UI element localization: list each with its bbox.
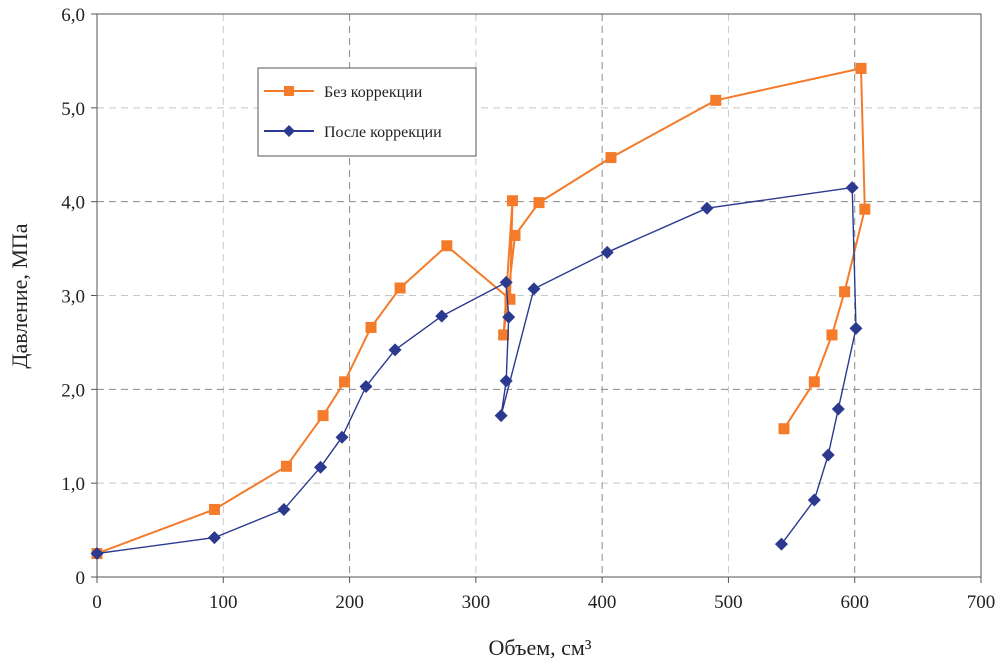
series-2-point [90,547,104,561]
y-tick-label: 3,0 [61,287,85,308]
grid-lines [97,14,981,577]
series-1-point [498,329,510,341]
series-2-point [831,402,845,416]
x-tick-label: 400 [588,592,617,613]
series-2-point [435,309,449,323]
series-1-point [441,240,453,252]
y-tick-label: 0 [76,568,86,589]
series-2-point [277,502,291,516]
series-1-point [710,94,722,106]
y-axis-title: Давление, МПа [7,223,32,368]
series-1-point [509,229,521,241]
y-axis-ticks: 0 1,0 2,0 3,0 4,0 5,0 6,0 [61,5,97,589]
series-2-point [845,181,859,195]
x-axis-ticks: 0 100 200 300 400 500 600 700 [92,577,995,613]
series-1-point [280,460,292,472]
series-2 [90,181,863,561]
series-2-point [207,531,221,545]
x-tick-label: 500 [714,592,743,613]
series-2-point [821,448,835,462]
series-1-point [605,152,617,164]
series-2-point [359,380,373,394]
series-2-point [502,310,516,324]
y-tick-label: 1,0 [61,474,85,495]
x-tick-label: 100 [209,592,238,613]
legend-box [257,67,477,157]
series-layer [90,62,871,561]
series-2-point [494,409,508,423]
legend: Без коррекции После коррекции [257,67,477,157]
series-2-point [774,537,788,551]
legend-marker-series-2 [283,125,295,137]
series-1-point [533,197,545,209]
x-tick-label: 600 [840,592,869,613]
y-tick-label: 2,0 [61,380,85,401]
x-tick-label: 300 [462,592,491,613]
series-1-point [317,410,329,422]
series-2-point [499,374,513,388]
x-tick-label: 200 [335,592,364,613]
series-1-point [808,376,820,388]
series-2-point [700,201,714,215]
x-axis-title: Объем, см³ [489,635,592,660]
series-1-point [504,293,516,305]
series-2-point [388,343,402,357]
series-2-point [849,321,863,335]
series-2-point [807,493,821,507]
legend-marker-series-1 [284,86,294,96]
series-1-point [855,62,867,74]
legend-label-series-1: Без коррекции [324,84,423,101]
series-2-point [335,430,349,444]
series-1-point [826,329,838,341]
y-tick-label: 6,0 [61,5,85,26]
series-1-point [859,203,871,215]
x-tick-label: 0 [92,592,102,613]
series-2-point [499,275,513,289]
series-1-point [394,282,406,294]
series-2-point [314,460,328,474]
series-1-point [339,376,351,388]
series-1-point [506,195,518,207]
series-1-point [839,286,851,298]
series-1-point [208,503,220,515]
series-1-point [365,321,377,333]
series-1-point [778,423,790,435]
legend-label-series-2: После коррекции [324,124,442,141]
y-tick-label: 4,0 [61,193,85,214]
x-tick-label: 700 [967,592,996,613]
series-2-point [527,282,541,296]
y-tick-label: 5,0 [61,99,85,120]
series-2-point [600,245,614,259]
series-1 [91,62,871,560]
